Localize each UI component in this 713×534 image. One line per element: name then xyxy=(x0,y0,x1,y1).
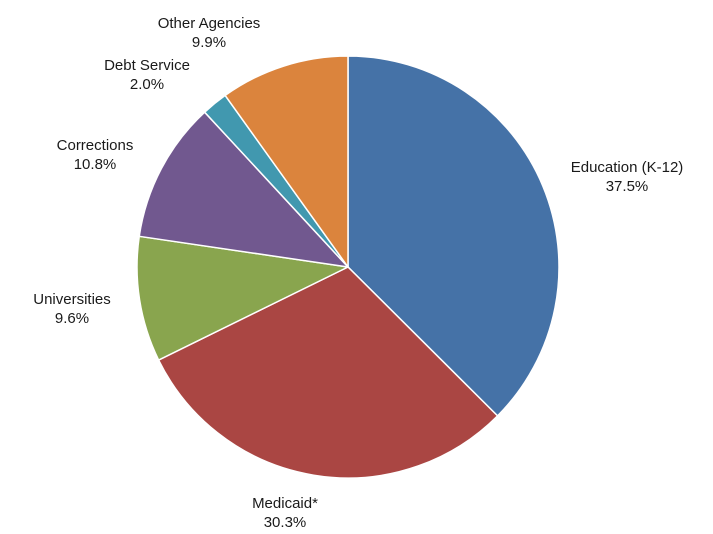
slice-label-name: Universities xyxy=(33,291,111,308)
pie-slice-other-agencies xyxy=(224,55,349,268)
slice-label-name: Debt Service xyxy=(104,57,190,74)
pie-labels: Education (K-12) 37.5% Medicaid* 30.3% Unive… xyxy=(33,15,683,531)
pie-slice-universities xyxy=(136,235,349,361)
pie-slice-medicaid xyxy=(157,266,499,479)
slice-label-value: 30.3% xyxy=(264,514,307,531)
slice-label-universities: Universities 9.6% xyxy=(33,291,111,327)
slice-label-value: 9.6% xyxy=(55,310,89,327)
slice-label-value: 9.9% xyxy=(192,34,226,51)
slice-label-name: Corrections xyxy=(57,137,134,154)
pie-slice-corrections xyxy=(138,111,349,268)
slice-label-debt-service: Debt Service 2.0% xyxy=(104,57,190,93)
pie-slice-education-k-12 xyxy=(347,55,560,417)
slice-label-corrections: Corrections 10.8% xyxy=(57,137,134,173)
slice-label-medicaid: Medicaid* 30.3% xyxy=(252,495,318,531)
slice-label-name: Medicaid* xyxy=(252,495,318,512)
slice-label-education-k-12: Education (K-12) 37.5% xyxy=(571,159,684,195)
slice-label-name: Education (K-12) xyxy=(571,159,684,176)
pie-slices xyxy=(136,55,560,479)
slice-label-name: Other Agencies xyxy=(158,15,261,32)
slice-label-value: 2.0% xyxy=(130,76,164,93)
slice-label-value: 37.5% xyxy=(606,178,649,195)
slice-label-other-agencies: Other Agencies 9.9% xyxy=(158,15,261,51)
slice-label-value: 10.8% xyxy=(74,156,117,173)
